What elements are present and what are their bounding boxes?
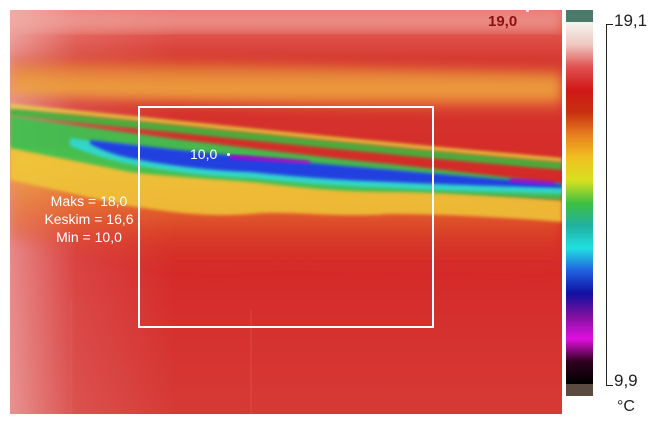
thermal-image-canvas bbox=[10, 10, 562, 414]
color-scale-bar bbox=[566, 10, 593, 396]
scale-max-label: 19,1 bbox=[614, 11, 648, 30]
measurement-stats: Maks = 18,0 Keskim = 16,6 Min = 10,0 bbox=[26, 192, 152, 246]
spot-max-label: 19,0 bbox=[488, 13, 518, 30]
stat-avg: Keskim = 16,6 bbox=[44, 211, 134, 227]
spot-min-marker bbox=[227, 153, 230, 156]
stat-min: Min = 10,0 bbox=[56, 229, 122, 245]
scale-min-label: 9,9 bbox=[614, 371, 638, 390]
color-scale-gradient bbox=[566, 10, 593, 396]
thermal-image bbox=[10, 10, 562, 414]
scale-bracket bbox=[606, 24, 613, 386]
measurement-box bbox=[138, 106, 434, 328]
stat-max: Maks = 18,0 bbox=[50, 193, 128, 209]
scale-unit-label: °C bbox=[617, 398, 635, 415]
spot-max-marker bbox=[526, 9, 529, 12]
spot-min-label: 10,0 bbox=[190, 146, 218, 162]
